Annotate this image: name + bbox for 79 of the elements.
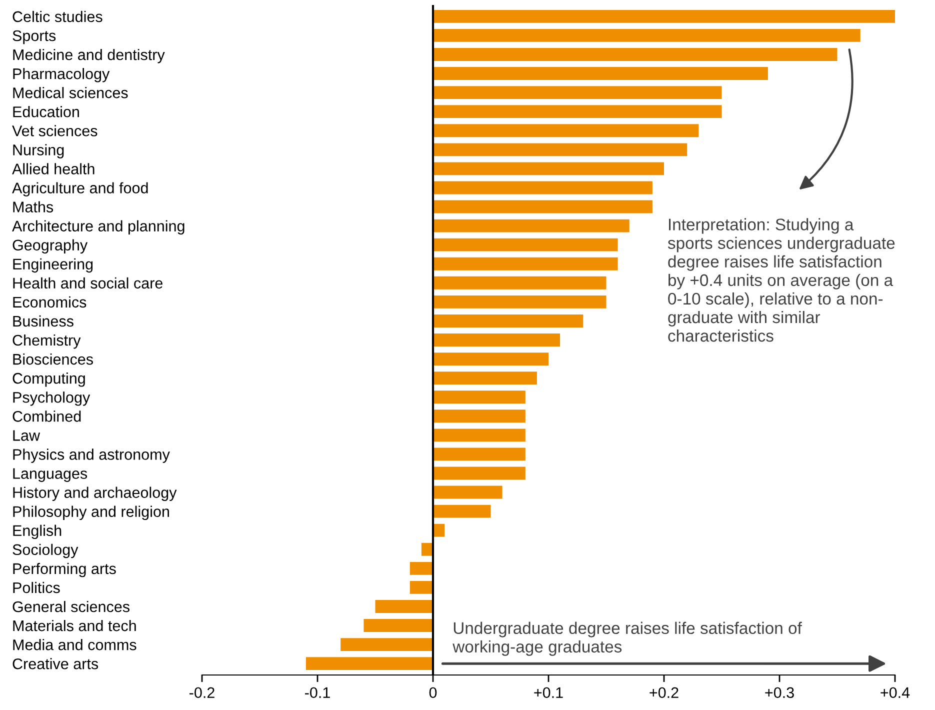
y-tick-label: Maths [13,201,54,212]
y-tick-label: Computing [12,372,85,387]
bar [433,276,606,290]
bar [433,334,560,346]
x-tick-label: -0.1 [305,687,330,698]
bar [433,410,526,423]
bar [433,162,664,176]
bar [433,28,860,42]
bar [433,48,838,61]
bar [433,448,526,461]
x-tick-label: +0.3 [765,687,794,698]
bar [433,504,491,518]
y-tick-label: General sciences [12,600,130,612]
bar [433,86,722,100]
y-tick-label: Performing arts [13,562,116,578]
x-tick-label: -0.2 [190,687,214,698]
bar [433,143,688,156]
bar [433,200,652,214]
y-tick-label: Architecture and planning [12,220,184,234]
bar [306,657,433,670]
y-tick-label: Law [13,430,40,441]
y-tick-label: Allied health [12,163,94,174]
y-tick-label: Nursing [13,144,64,158]
x-tick-label: +0.1 [534,687,563,698]
y-tick-label: Biosciences [13,354,93,365]
bar [410,580,433,594]
bar [433,238,618,252]
x-tick-label: 0 [429,687,437,698]
bar [433,257,618,270]
y-tick-label: Combined [12,410,81,422]
y-tick-label: Pharmacology [13,68,110,82]
y-tick-label: Agriculture and food [12,182,148,196]
bar [364,619,433,632]
bar [433,466,526,480]
annotation: Interpretation: Studying a sports sciences undergraduate degree raises life satisfaction by +0.4 units on average (on a 0-10 scale), relative to a non- graduate with similar characteristics [668,218,895,342]
y-tick-label: Media and comms [13,639,136,650]
y-tick-label: Medical sciences [13,87,128,98]
bar [433,372,537,385]
bar [375,600,433,613]
y-tick-label: Creative arts [12,658,98,670]
bar [433,219,630,232]
bar [433,124,699,138]
bar [433,486,502,499]
bar [340,638,433,652]
y-tick-label: Medicine and dentistry [13,48,165,64]
y-tick-label: Physics and astronomy [13,448,170,463]
bar [433,352,548,366]
y-tick-label: Politics [13,582,60,594]
y-tick-label: History and archaeology [13,486,177,501]
y-tick-label: Education [13,106,79,118]
bar [433,524,445,537]
bar [433,10,895,23]
bar [433,295,606,308]
y-tick-label: Vet sciences [12,125,98,136]
y-tick-label: Business [13,315,74,327]
bar [433,314,584,328]
bar [421,542,433,556]
y-tick-label: Engineering [13,258,93,273]
y-tick-label: Psychology [13,392,90,406]
bar [433,67,768,80]
y-tick-label: English [13,524,62,540]
y-tick-label: Sports [12,30,56,44]
bar [433,428,526,442]
y-tick-label: Sociology [12,544,78,558]
y-tick-label: Philosophy and religion [13,506,169,520]
y-tick-label: Materials and tech [13,620,136,632]
y-tick-label: Health and social care [13,277,162,289]
y-tick-label: Economics [13,296,86,308]
bar [410,562,433,575]
y-tick-label: Geography [12,239,88,254]
bar [433,105,722,118]
x-tick-label: +0.2 [650,687,678,698]
y-tick-label: Celtic studies [12,10,102,22]
y-tick-label: Chemistry [12,334,81,349]
annotation: Undergraduate degree raises life satisfaction of working-age graduates [452,622,802,656]
bar [433,390,526,404]
y-tick-label: Languages [13,468,88,482]
bar [433,181,652,194]
x-tick-label: +0.4 [880,687,910,698]
